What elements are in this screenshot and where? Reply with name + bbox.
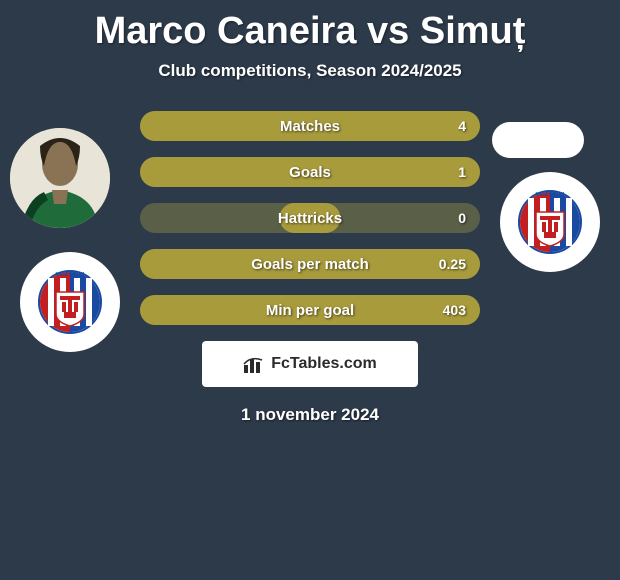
stat-row: Hattricks 0 [140, 203, 480, 233]
stat-value-right: 0.25 [439, 256, 466, 272]
fctables-text: FcTables.com [271, 355, 377, 373]
fctables-logo-box: FcTables.com [202, 341, 418, 387]
stat-value-right: 0 [458, 210, 466, 226]
club-badge-left: VIDEOTON [20, 252, 120, 352]
stats-container: Matches 4 Goals 1 Hattricks 0 Goals per match 0… [140, 111, 480, 325]
videoton-crest-icon: VIDEOTON [38, 266, 102, 338]
stat-value-right: 403 [443, 302, 466, 318]
club-badge-right: VIDEOTON [500, 172, 600, 272]
stat-label: Hattricks [278, 210, 342, 227]
player-left-avatar [10, 128, 110, 228]
stat-label: Min per goal [266, 302, 354, 319]
player-right-placeholder [492, 122, 584, 158]
stat-label: Goals per match [251, 256, 369, 273]
subtitle: Club competitions, Season 2024/2025 [0, 61, 620, 81]
stat-value-right: 4 [458, 118, 466, 134]
stat-row: Matches 4 [140, 111, 480, 141]
date-text: 1 november 2024 [0, 405, 620, 425]
stat-label: Matches [280, 118, 340, 135]
svg-text:VIDEOTON: VIDEOTON [56, 272, 85, 278]
stat-row: Goals 1 [140, 157, 480, 187]
stat-row: Goals per match 0.25 [140, 249, 480, 279]
stat-row: Min per goal 403 [140, 295, 480, 325]
stat-value-right: 1 [458, 164, 466, 180]
bar-chart-icon [243, 353, 265, 375]
svg-text:VIDEOTON: VIDEOTON [536, 192, 565, 198]
page-title: Marco Caneira vs Simuț [0, 0, 620, 53]
videoton-crest-icon: VIDEOTON [518, 186, 582, 258]
stat-label: Goals [289, 164, 331, 181]
player-silhouette-icon [10, 128, 110, 228]
